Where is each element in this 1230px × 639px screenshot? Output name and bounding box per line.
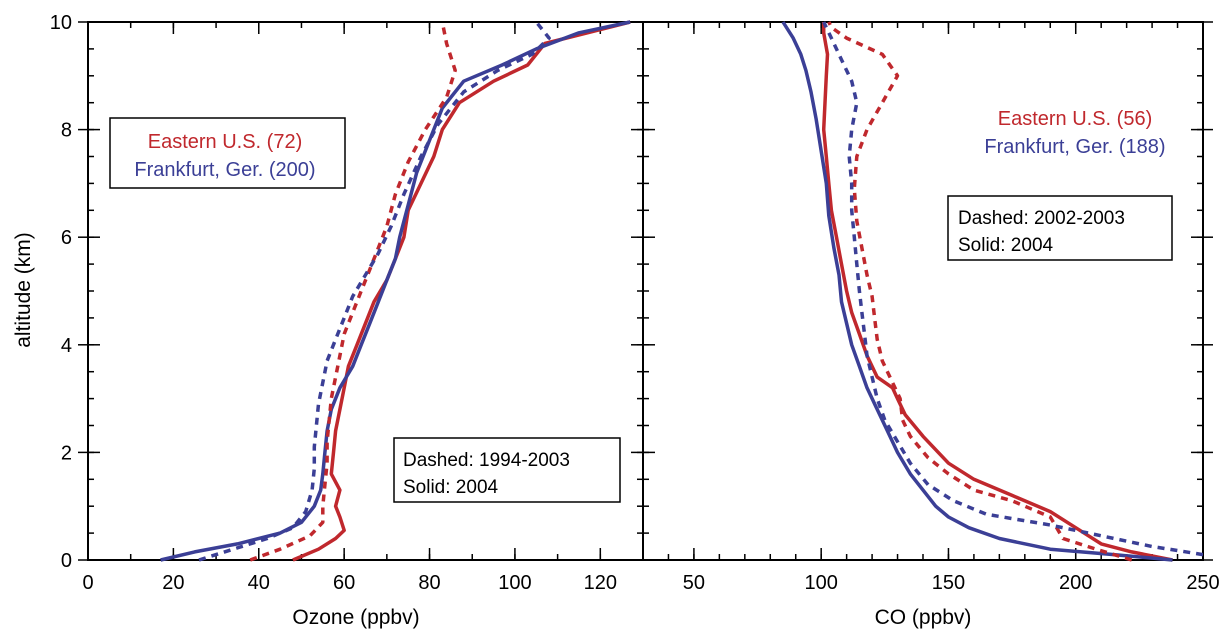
legend-entry: Eastern U.S. (56) — [998, 108, 1153, 130]
y-axis-title: altitude (km) — [12, 232, 35, 348]
series-line-ozone-eastern-dashed — [249, 21, 457, 562]
ozone-panel: 0 20 40 60 80 100 120 0 2 4 6 8 10 Eastern U.S. (72) F… — [50, 12, 644, 594]
legend-entry: Frankfurt, Ger. (200) — [134, 159, 315, 181]
series-line-ozone-frankfurt-dashed — [198, 20, 551, 562]
note-line: Solid: 2004 — [958, 235, 1054, 256]
note-box — [947, 195, 1173, 261]
y-tick-label: 10 — [50, 12, 72, 34]
x-tick-label: 40 — [248, 572, 270, 594]
legend-entry: Frankfurt, Ger. (188) — [984, 136, 1165, 158]
y-tick-label: 2 — [61, 442, 72, 464]
x-tick-label: 20 — [162, 572, 184, 594]
note-box — [393, 437, 621, 503]
x-tick-label: 100 — [804, 572, 837, 594]
y-tick-label: 0 — [61, 550, 72, 572]
series-line-co-eastern-solid — [821, 22, 1173, 562]
x-tick-label: 200 — [1059, 572, 1092, 594]
x-tick-label: 150 — [932, 572, 965, 594]
series-line-co-frankfurt-solid — [781, 21, 1173, 562]
legend-entry: Eastern U.S. (72) — [148, 131, 303, 153]
x-tick-label: 250 — [1186, 572, 1219, 594]
x-tick-label: 120 — [584, 572, 617, 594]
legend-box — [109, 117, 346, 189]
x-tick-label: 80 — [418, 572, 440, 594]
note-line: Dashed: 1994-2003 — [403, 450, 570, 471]
y-tick-label: 4 — [61, 335, 72, 357]
co-panel: 50 100 150 200 250 Eastern U.S. (56) Frankfurt… — [642, 21, 1220, 594]
series-line-co-frankfurt-dashed — [822, 21, 1203, 557]
x-tick-label: 50 — [683, 572, 705, 594]
x-tick-label: 60 — [333, 572, 355, 594]
series-line-ozone-eastern-solid — [292, 20, 631, 562]
note-line: Solid: 2004 — [403, 477, 499, 498]
y-tick-label: 6 — [61, 227, 72, 249]
x-tick-label: 100 — [498, 572, 531, 594]
y-tick-label: 8 — [61, 120, 72, 142]
x-axis-title-ozone: Ozone (ppbv) — [292, 606, 419, 629]
series-line-ozone-frankfurt-solid — [160, 20, 631, 562]
note-line: Dashed: 2002-2003 — [958, 208, 1125, 229]
series-line-co-eastern-dashed — [827, 21, 1133, 562]
x-axis-title-co: CO (ppbv) — [875, 606, 972, 629]
x-tick-label: 0 — [82, 572, 93, 594]
plot-frame-co — [642, 21, 1204, 561]
